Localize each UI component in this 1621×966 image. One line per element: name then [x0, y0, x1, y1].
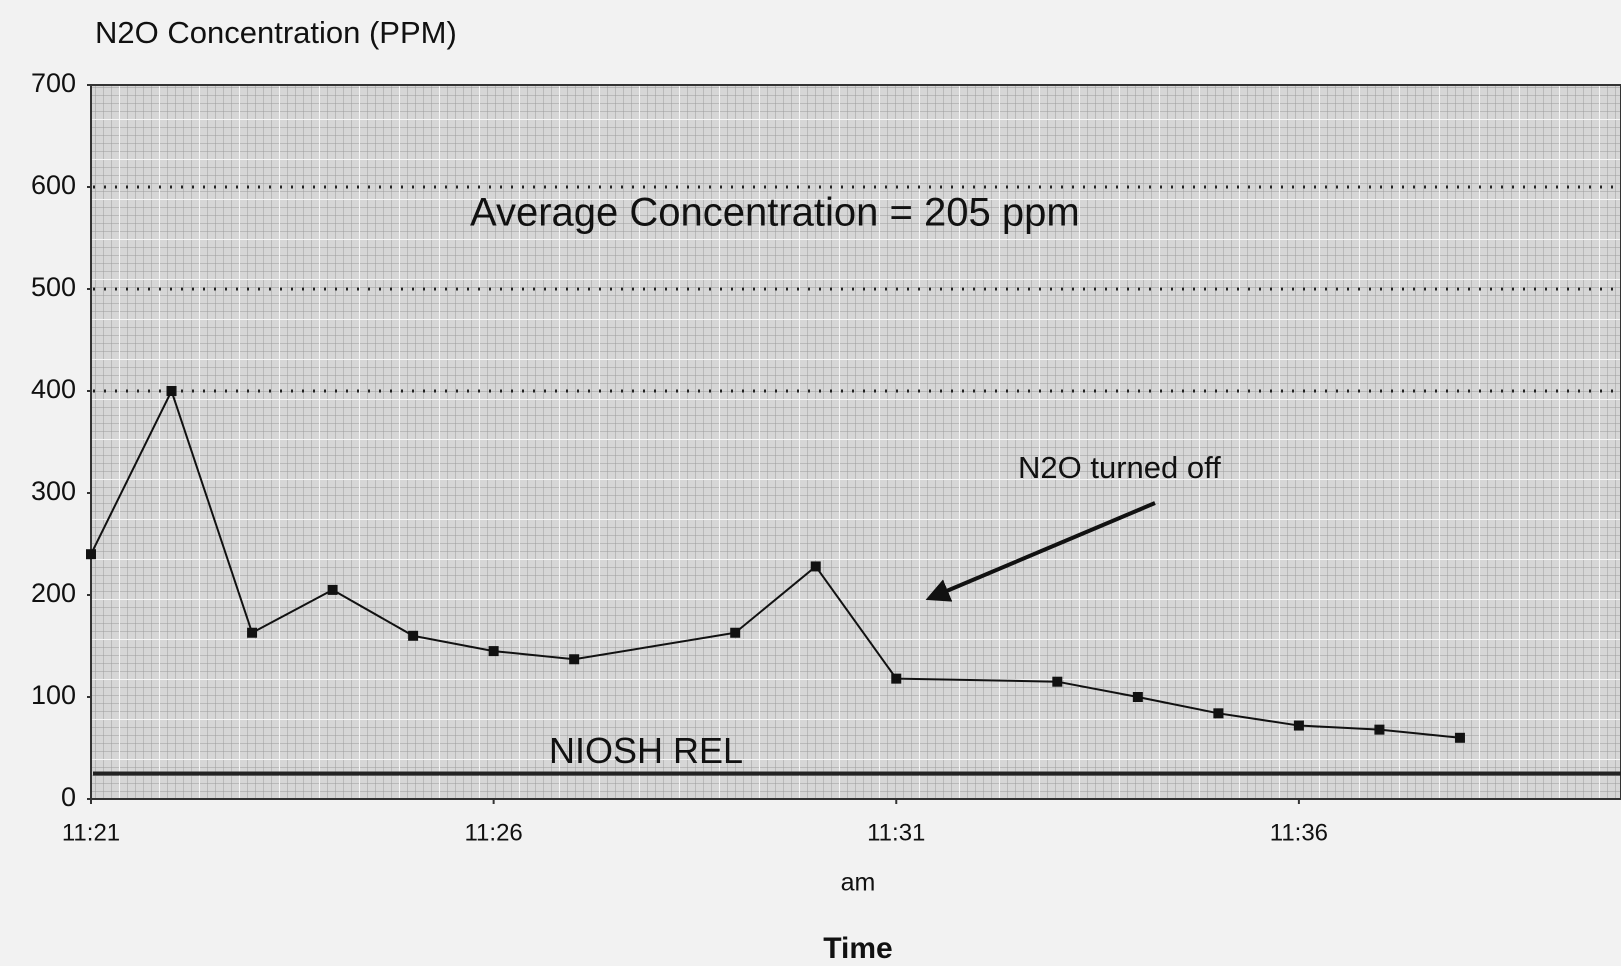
data-point [891, 673, 902, 684]
data-line [90, 388, 1461, 739]
y-tick-label: 400 [31, 374, 76, 404]
y-tick-label: 600 [31, 170, 76, 200]
x-tick-label: 11:31 [867, 819, 925, 846]
y-tick-label: 200 [31, 578, 76, 608]
data-point [1213, 708, 1224, 719]
data-point [327, 584, 338, 595]
data-point [86, 549, 96, 560]
x-tick-label: 11:26 [464, 819, 522, 846]
x-sublabel: am [841, 869, 876, 897]
data-point [730, 627, 741, 638]
data-point [1374, 724, 1385, 735]
data-point [1293, 720, 1304, 731]
annotation: N2O turned off [1018, 450, 1221, 485]
y-tick-label: 0 [61, 782, 76, 812]
x-tick-label: 11:36 [1270, 819, 1328, 846]
chart-title: N2O Concentration (PPM) [95, 15, 457, 50]
y-tick-label: 300 [31, 476, 76, 506]
data-point [1454, 732, 1465, 743]
data-point [488, 646, 499, 657]
data-point [408, 630, 419, 641]
data-point [810, 561, 821, 572]
y-tick-label: 700 [31, 68, 76, 98]
x-tick-label: 11:21 [62, 819, 120, 846]
x-axis-label: Time [823, 932, 892, 965]
annotation-arrow [925, 501, 1156, 602]
reference-label: NIOSH REL [549, 730, 743, 771]
plot-area [90, 84, 1621, 800]
data-point [247, 627, 258, 638]
data-point [1052, 676, 1063, 687]
annotation: Average Concentration = 205 ppm [470, 191, 1080, 235]
y-tick-label: 100 [31, 680, 76, 710]
data-point [166, 386, 177, 396]
y-tick-label: 500 [31, 272, 76, 302]
data-point [1132, 692, 1143, 702]
data-point [569, 654, 580, 665]
